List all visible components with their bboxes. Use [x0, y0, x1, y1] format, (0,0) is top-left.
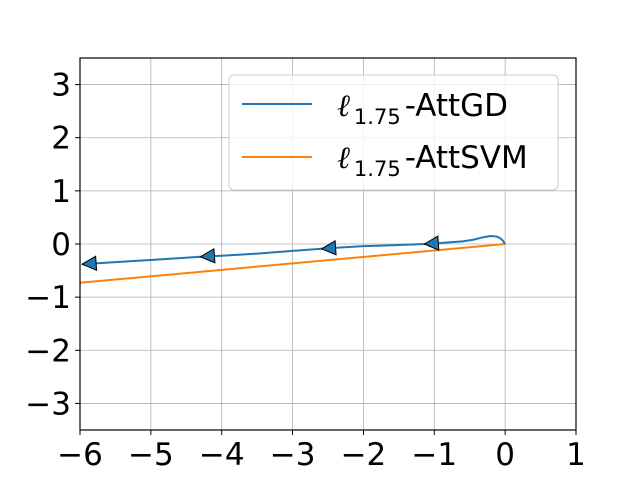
y-tick-label: 2: [51, 121, 71, 157]
x-tick-label: −1: [411, 437, 457, 473]
y-tick-label: −3: [25, 386, 71, 422]
direction-arrow: [199, 247, 216, 264]
x-tick-label: 1: [566, 437, 586, 473]
legend: ℓ 1.75 -AttGD ℓ 1.75 -AttSVM: [228, 74, 559, 191]
axis-ticks: −6 −5 −4 −3 −2 −1 0 1 −3 −2 −1 0 1 2 3: [25, 68, 586, 473]
legend-ell-attsvm: ℓ: [337, 140, 350, 176]
y-tick-label: 1: [51, 174, 71, 210]
x-tick-label: −3: [270, 437, 316, 473]
x-tick-label: 0: [495, 437, 515, 473]
direction-arrow: [423, 235, 440, 251]
y-tick-label: 0: [51, 227, 71, 263]
legend-subscript-attsvm: 1.75: [354, 157, 401, 181]
x-tick-label: −4: [199, 437, 245, 473]
legend-subscript-attgd: 1.75: [354, 105, 401, 129]
series-line-attsvm: [79, 243, 506, 284]
x-tick-label: −6: [57, 437, 103, 473]
x-tick-label: −5: [128, 437, 174, 473]
direction-arrow: [320, 240, 337, 256]
x-tick-label: −2: [341, 437, 387, 473]
direction-arrow: [81, 255, 98, 272]
y-tick-label: 3: [51, 68, 71, 104]
legend-label-attsvm: ℓ 1.75 -AttSVM: [337, 140, 528, 181]
y-tick-label: −2: [25, 333, 71, 369]
legend-ell-attgd: ℓ: [337, 88, 350, 124]
legend-label-attgd: ℓ 1.75 -AttGD: [337, 88, 508, 129]
direction-arrows: [81, 235, 440, 272]
legend-suffix-attgd: -AttGD: [405, 88, 508, 124]
y-tick-label: −1: [25, 280, 71, 316]
legend-suffix-attsvm: -AttSVM: [405, 140, 528, 176]
